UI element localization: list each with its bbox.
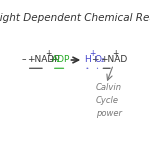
Text: Calvin: Calvin (96, 82, 122, 91)
Text: +NAD: +NAD (100, 56, 128, 64)
Text: O₂: O₂ (95, 56, 105, 64)
Text: +: + (45, 50, 51, 58)
Text: +: + (89, 50, 95, 58)
Text: +NADP: +NADP (27, 56, 59, 64)
Text: Cycle: Cycle (96, 96, 119, 105)
Text: +: + (91, 56, 98, 64)
Text: +: + (112, 50, 118, 58)
Text: –: – (21, 56, 26, 64)
Text: Light Dependent Chemical Rea: Light Dependent Chemical Rea (0, 13, 150, 23)
Text: ADP: ADP (52, 56, 70, 64)
Text: power: power (96, 110, 122, 118)
Text: +: + (48, 56, 55, 64)
Text: H: H (84, 56, 91, 64)
